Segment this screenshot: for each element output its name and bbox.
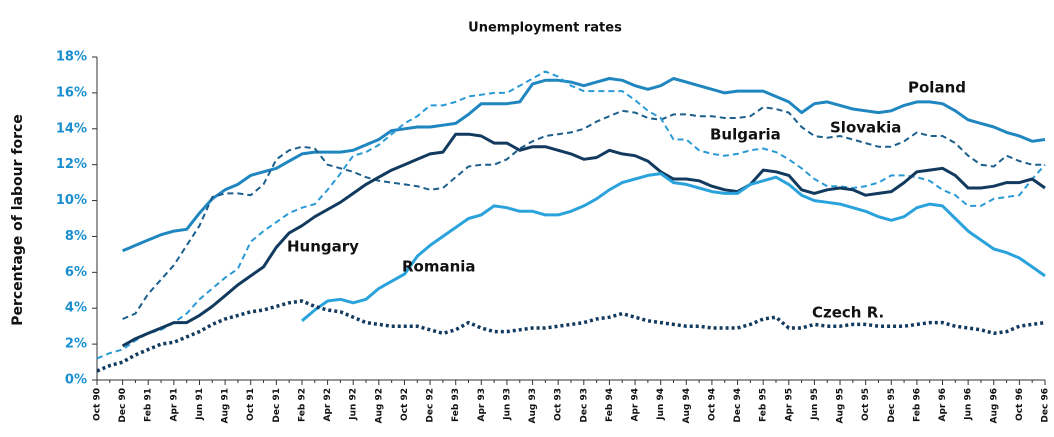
series-label: Slovakia [830,119,901,137]
x-tick-label: Jun 94 [656,388,666,421]
series-label: Romania [402,258,476,276]
x-tick-label: Oct 94 [707,388,717,421]
x-tick-label: Dec 92 [426,388,436,423]
x-tick-label: Feb 91 [144,388,154,422]
x-tick-label: Dec 94 [733,388,743,423]
series-line [122,77,1046,253]
x-tick-label: Apr 92 [323,388,333,422]
x-tick-label: Dec 90 [118,388,128,423]
y-tick-label: 2% [65,337,87,352]
x-tick-label: Jun 96 [964,388,974,421]
x-tick-label: Feb 96 [912,388,922,422]
y-tick-label: 18% [56,50,87,65]
x-tick-label: Dec 93 [579,388,589,423]
series-line [96,70,1046,360]
x-tick-label: Jun 95 [810,388,820,421]
x-tick-label: Aug 93 [528,388,538,423]
x-tick-label: Oct 93 [554,388,564,421]
series-label: Czech R. [812,304,884,322]
x-tick-label: Jun 91 [195,388,205,421]
x-tick-label: Dec 91 [272,388,282,423]
y-tick-label: 8% [65,229,87,244]
x-tick-label: Dec 95 [887,388,897,423]
chart-title: Unemployment rates [468,21,622,36]
x-tick-label: Apr 94 [631,388,641,422]
x-tick-label: Apr 93 [477,388,487,422]
y-tick-label: 16% [56,85,87,100]
x-tick-label: Feb 94 [605,388,615,422]
x-tick-label: Aug 96 [989,388,999,423]
x-tick-label: Aug 95 [836,388,846,423]
x-tick-label: Oct 96 [1015,388,1025,421]
series-label: Bulgaria [710,126,781,144]
x-tick-label: Feb 92 [297,388,307,422]
x-tick-label: Aug 94 [682,388,692,423]
x-tick-label: Jun 93 [502,388,512,421]
x-tick-label: Aug 92 [374,388,384,423]
y-tick-label: 4% [65,301,87,316]
x-tick-label: Apr 96 [938,388,948,422]
x-tick-label: Jun 92 [349,388,359,421]
y-tick-label: 6% [65,265,87,280]
x-tick-label: Dec 96 [1041,388,1051,423]
y-tick-label: 12% [56,157,87,172]
series-label: Hungary [287,238,359,256]
x-tick-label: Oct 92 [400,388,410,421]
series-label: Poland [908,79,966,97]
x-tick-label: Apr 95 [784,388,794,422]
y-axis-label: Percentage of labour force [10,114,26,326]
series-line [96,299,1046,373]
series-line [301,172,1046,322]
y-tick-label: 0% [65,373,87,388]
x-tick-label: Oct 91 [246,388,256,421]
x-tick-label: Oct 95 [861,388,871,421]
x-tick-label: Apr 91 [169,388,179,422]
x-tick-label: Aug 91 [221,388,231,423]
x-tick-label: Oct 90 [93,388,103,421]
x-tick-label: Feb 95 [759,388,769,422]
x-tick-label: Feb 93 [451,388,461,422]
series-line [121,132,1046,348]
y-tick-label: 10% [56,193,87,208]
y-tick-label: 14% [56,121,87,136]
